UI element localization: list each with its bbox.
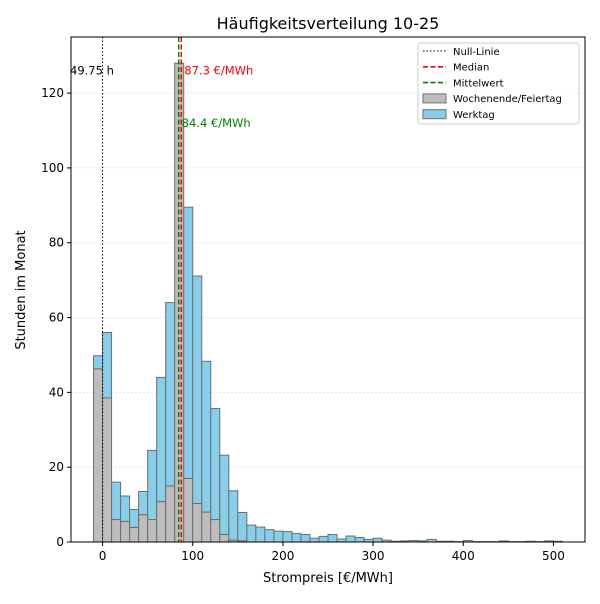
chart-title: Häufigkeitsverteilung 10-25: [217, 14, 440, 33]
bar-werktag: [103, 333, 112, 398]
bar-wochenende: [157, 502, 166, 542]
bar-wochenende: [148, 520, 157, 542]
bar-werktag: [229, 491, 238, 540]
bar-werktag: [130, 509, 139, 527]
bar-werktag: [193, 276, 202, 503]
x-tick-label: 200: [271, 549, 294, 563]
bar-werktag: [256, 527, 265, 542]
bar-werktag: [157, 377, 166, 501]
y-tick-label: 0: [56, 535, 64, 549]
bar-wochenende: [139, 515, 148, 542]
bar-werktag: [355, 538, 364, 542]
x-tick-label: 500: [542, 549, 565, 563]
bar-wochenende: [103, 398, 112, 542]
bar-werktag: [274, 531, 283, 542]
bar-werktag: [139, 492, 148, 515]
bar-wochenende: [220, 535, 229, 542]
bar-werktag: [211, 408, 220, 519]
legend-patch-swatch: [423, 94, 446, 103]
bar-werktag: [148, 450, 157, 519]
legend: Null-Linie Median Mittelwert Wochenende/Fei…: [418, 43, 579, 124]
legend-label: Median: [453, 63, 489, 74]
legend-label: Werktag: [453, 110, 495, 121]
bar-wochenende: [112, 520, 121, 542]
legend-label: Null-Linie: [453, 47, 500, 58]
reference-line-annotation: 87.3 €/MWh: [184, 64, 253, 78]
bar-werktag: [265, 530, 274, 542]
bar-werktag: [121, 496, 130, 521]
bar-werktag: [94, 356, 103, 369]
bar-werktag: [301, 535, 310, 542]
y-axis-label: Stunden im Monat: [14, 230, 29, 349]
bar-werktag: [202, 361, 211, 512]
bar-werktag: [346, 536, 355, 542]
bar-werktag: [112, 482, 121, 519]
x-tick-label: 100: [181, 549, 204, 563]
legend-patch-swatch: [423, 110, 446, 119]
bar-wochenende: [94, 369, 103, 542]
reference-line-annotation: 84.4 €/MWh: [182, 116, 251, 130]
y-tick-label: 40: [49, 385, 64, 399]
x-tick-label: 0: [99, 549, 107, 563]
bar-werktag: [292, 533, 301, 542]
bar-wochenende: [211, 520, 220, 542]
bar-werktag: [247, 525, 256, 542]
x-axis-label: Strompreis [€/MWh]: [263, 571, 393, 586]
bar-wochenende: [130, 527, 139, 542]
x-tick-label: 400: [452, 549, 475, 563]
y-tick-label: 60: [49, 311, 64, 325]
bar-wochenende: [121, 521, 130, 542]
bar-werktag: [373, 538, 382, 542]
bar-wochenende: [184, 478, 193, 542]
x-tick-label: 300: [362, 549, 385, 563]
bar-wochenende: [202, 512, 211, 542]
legend-label: Wochenende/Feiertag: [453, 94, 562, 105]
bar-werktag: [328, 535, 337, 542]
y-tick-label: 80: [49, 236, 64, 250]
bar-werktag: [166, 303, 175, 486]
bar-werktag: [310, 538, 319, 542]
bar-werktag: [319, 536, 328, 542]
bar-werktag: [220, 455, 229, 534]
legend-label: Mittelwert: [453, 78, 504, 89]
y-tick-label: 20: [49, 460, 64, 474]
bar-wochenende: [166, 486, 175, 542]
reference-line-annotation: 49.75 h: [70, 64, 114, 78]
bar-wochenende: [193, 503, 202, 542]
bar-werktag: [283, 532, 292, 542]
y-tick-label: 100: [41, 161, 64, 175]
bar-werktag: [184, 207, 193, 478]
y-tick-label: 120: [41, 86, 64, 100]
bar-werktag: [238, 512, 247, 540]
